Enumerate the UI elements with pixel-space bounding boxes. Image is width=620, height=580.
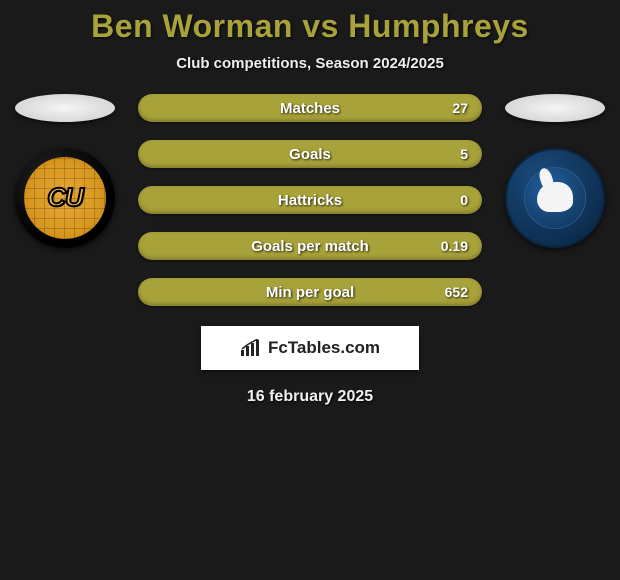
left-crest-text: CU bbox=[15, 182, 115, 213]
left-team-crest: CU bbox=[15, 148, 115, 248]
main-row: CU Matches 27 Goals 5 Hattricks 0 Goals … bbox=[0, 94, 620, 306]
swan-icon bbox=[537, 182, 573, 212]
right-team-crest bbox=[505, 148, 605, 248]
stat-row-mpg: Min per goal 652 bbox=[138, 278, 482, 306]
stat-label: Min per goal bbox=[266, 284, 354, 301]
stat-value-right: 0.19 bbox=[441, 238, 468, 254]
brand-box[interactable]: FcTables.com bbox=[201, 326, 419, 370]
subtitle: Club competitions, Season 2024/2025 bbox=[0, 55, 620, 72]
stat-value-right: 5 bbox=[460, 146, 468, 162]
stat-label: Hattricks bbox=[278, 192, 342, 209]
left-player-avatar bbox=[15, 94, 115, 122]
stat-label: Goals per match bbox=[251, 238, 369, 255]
date-label: 16 february 2025 bbox=[0, 388, 620, 406]
bar-chart-icon bbox=[240, 339, 262, 357]
stat-value-right: 0 bbox=[460, 192, 468, 208]
stat-row-hattricks: Hattricks 0 bbox=[138, 186, 482, 214]
stat-label: Matches bbox=[280, 100, 340, 117]
stat-value-right: 652 bbox=[445, 284, 468, 300]
stat-row-matches: Matches 27 bbox=[138, 94, 482, 122]
stat-row-goals: Goals 5 bbox=[138, 140, 482, 168]
stat-row-gpm: Goals per match 0.19 bbox=[138, 232, 482, 260]
stat-label: Goals bbox=[289, 146, 331, 163]
page-title: Ben Worman vs Humphreys bbox=[0, 8, 620, 45]
stats-column: Matches 27 Goals 5 Hattricks 0 Goals per… bbox=[138, 94, 482, 306]
comparison-card: Ben Worman vs Humphreys Club competition… bbox=[0, 0, 620, 406]
brand-text: FcTables.com bbox=[268, 338, 380, 358]
right-player-col bbox=[500, 94, 610, 248]
left-player-col: CU bbox=[10, 94, 120, 248]
stat-value-right: 27 bbox=[452, 100, 468, 116]
right-player-avatar bbox=[505, 94, 605, 122]
